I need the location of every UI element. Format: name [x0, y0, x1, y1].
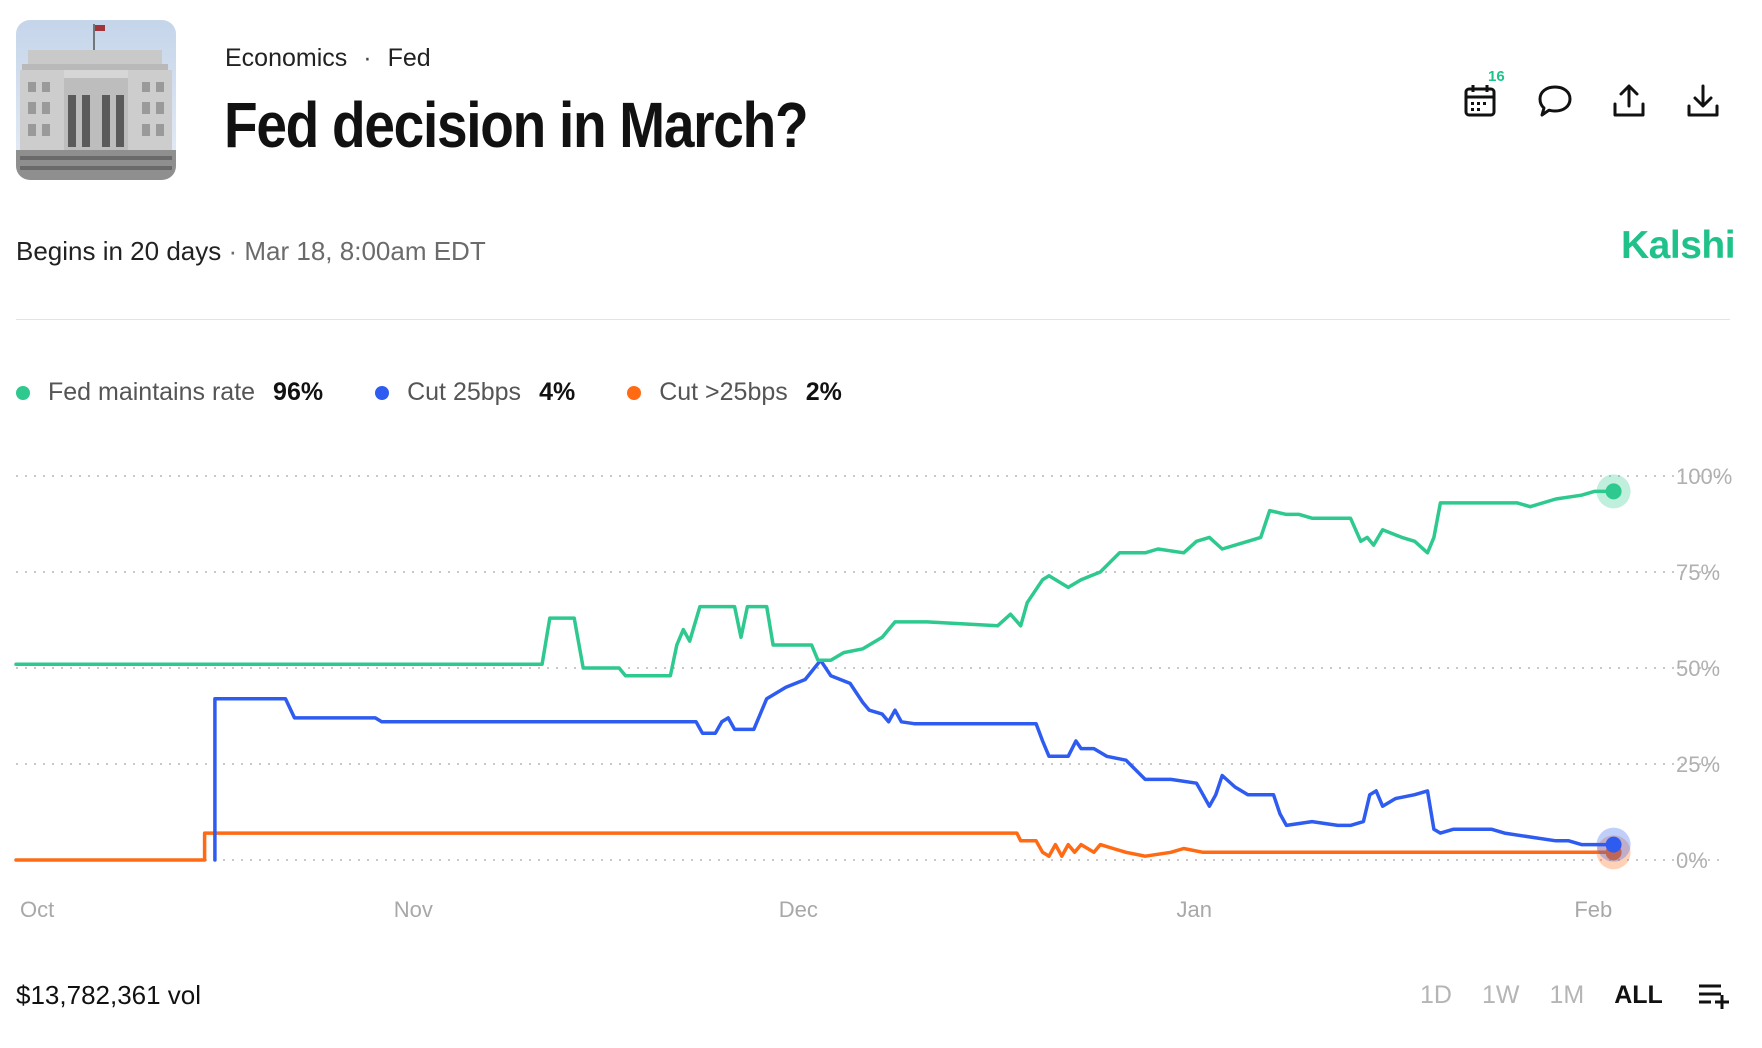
range-1d-button[interactable]: 1D — [1420, 980, 1452, 1009]
y-tick-label: 25% — [1676, 752, 1720, 777]
breadcrumb-separator: · — [363, 44, 372, 72]
x-tick-label: Nov — [394, 897, 433, 922]
legend-value: 4% — [539, 378, 576, 406]
share-button[interactable] — [1610, 82, 1648, 120]
range-1m-button[interactable]: 1M — [1549, 980, 1585, 1009]
time-range-selector: 1D 1W 1M ALL — [1420, 980, 1731, 1010]
divider — [16, 319, 1730, 320]
legend-item-maintain[interactable]: Fed maintains rate 96% — [16, 378, 323, 407]
customize-lines-icon[interactable] — [1697, 980, 1731, 1010]
range-all-button[interactable]: ALL — [1614, 980, 1663, 1009]
legend-dot-cut-25 — [375, 385, 390, 400]
x-tick-label: Oct — [20, 897, 54, 922]
legend-item-cut-over-25[interactable]: Cut >25bps 2% — [627, 378, 842, 407]
series-endpoint-dot — [1605, 836, 1622, 853]
calendar-button[interactable]: 16 — [1462, 68, 1505, 120]
legend-dot-maintain — [16, 385, 30, 400]
x-tick-label: Jan — [1177, 897, 1212, 922]
series-endpoint-dot — [1605, 483, 1622, 500]
schedule-info: Begins in 20 days · Mar 18, 8:00am EDT — [16, 236, 486, 267]
probability-chart[interactable]: 100% 75% 50% 25% 0% Oct Nov Dec Jan Feb — [0, 455, 1762, 935]
header-actions: 16 — [1462, 68, 1722, 120]
calendar-icon — [1464, 85, 1496, 117]
schedule-separator: · — [228, 236, 238, 266]
chart-legend: Fed maintains rate 96% Cut 25bps 4% Cut … — [16, 378, 842, 407]
download-button[interactable] — [1684, 82, 1722, 120]
x-tick-label: Dec — [779, 897, 818, 922]
y-tick-label: 100% — [1676, 464, 1732, 489]
legend-label: Cut >25bps — [659, 378, 788, 406]
comment-button[interactable] — [1536, 82, 1574, 120]
breadcrumb-subcategory[interactable]: Fed — [387, 44, 431, 72]
share-icon — [1613, 84, 1645, 117]
comment-icon — [1538, 85, 1572, 117]
series-line-cut-25bps — [14, 831, 1616, 862]
legend-label: Fed maintains rate — [48, 378, 256, 406]
legend-dot-cut-over-25 — [627, 385, 642, 400]
legend-label: Cut 25bps — [407, 378, 522, 406]
y-tick-label: 50% — [1676, 656, 1720, 681]
x-tick-label: Feb — [1574, 897, 1612, 922]
y-tick-label: 75% — [1676, 560, 1720, 585]
federal-reserve-building-image — [16, 20, 176, 180]
series-line-fed-maintains-rate — [14, 489, 1616, 678]
breadcrumb: Economics · Fed — [225, 44, 431, 73]
market-thumbnail — [16, 20, 176, 180]
breadcrumb-category[interactable]: Economics — [225, 44, 348, 72]
range-1w-button[interactable]: 1W — [1481, 980, 1520, 1009]
y-tick-label: 0% — [1676, 848, 1708, 873]
begins-text: Begins in 20 days — [16, 236, 222, 266]
series-line-cut-25bps — [213, 658, 1616, 862]
calendar-count-badge: 16 — [1488, 68, 1505, 85]
legend-value: 2% — [805, 378, 842, 406]
brand-logo[interactable]: Kalshi — [1621, 224, 1736, 267]
legend-item-cut-25[interactable]: Cut 25bps 4% — [375, 378, 575, 407]
download-icon — [1687, 84, 1719, 117]
legend-value: 96% — [273, 378, 324, 406]
volume-text: $13,782,361 vol — [16, 980, 202, 1010]
page-title: Fed decision in March? — [224, 89, 809, 161]
schedule-date: Mar 18, 8:00am EDT — [244, 236, 486, 266]
